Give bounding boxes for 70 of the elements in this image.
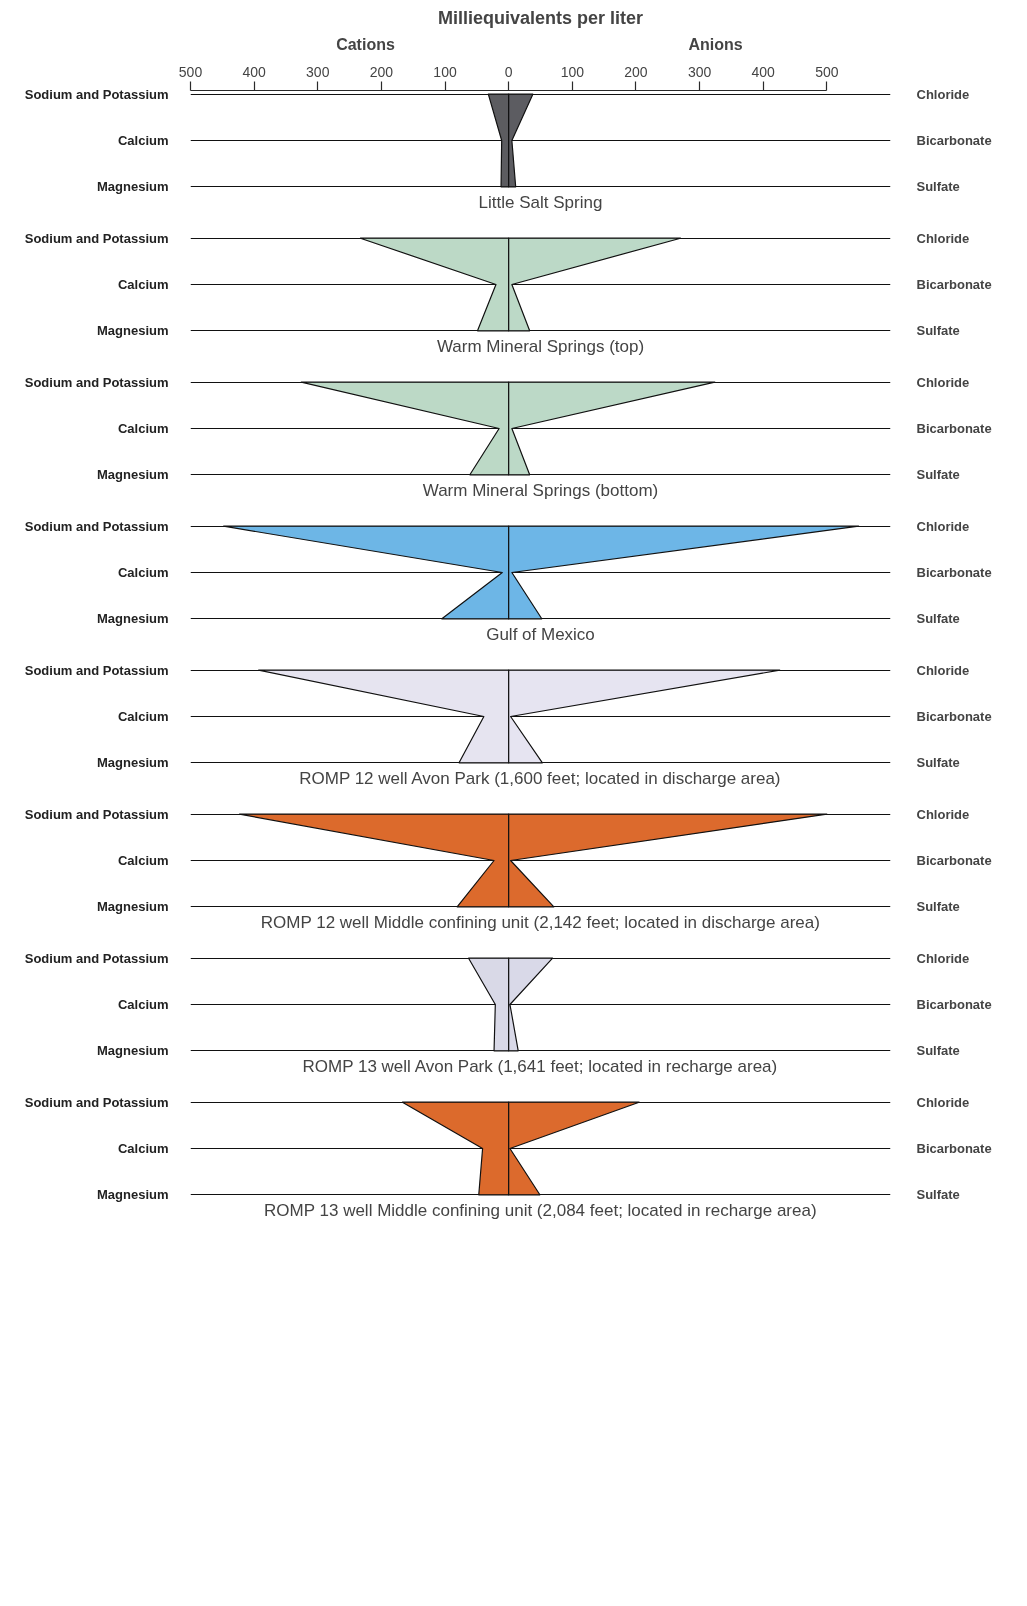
y-tick-label: Calcium (117, 277, 169, 292)
x-tick-label: 400 (242, 63, 267, 80)
y-tick-label: Magnesium (96, 467, 169, 483)
text: Anions (688, 35, 743, 53)
y2-tick-label: Bicarbonate (916, 1141, 992, 1156)
y-tick-label: Sodium and Potassium (24, 1094, 169, 1110)
x-axis-title: ROMP 13 well Middle confining unit (2,084 feet; located in recharge area) (264, 1200, 817, 1220)
x-axis-title: Warm Mineral Springs (top) (436, 336, 645, 356)
x-axis-title: Gulf of Mexico (486, 624, 595, 644)
y2-tick-label: Sulfate (916, 323, 960, 339)
x-tick-label: 300 (687, 63, 712, 80)
y2-tick-label: Sulfate (916, 899, 960, 915)
x-tick-label: 100 (560, 63, 585, 80)
x-tick-label: 500 (178, 63, 203, 80)
y2-tick-label: Chloride (916, 518, 970, 534)
y2-tick-label: Chloride (916, 662, 970, 678)
y-tick-label: Sodium and Potassium (24, 374, 169, 390)
x-tick-label: 0 (504, 63, 513, 80)
y-tick-label: Magnesium (96, 1187, 169, 1203)
y2-tick-label: Chloride (916, 950, 970, 966)
y2-tick-label: Bicarbonate (916, 709, 992, 724)
x-axis-title: Warm Mineral Springs (bottom) (422, 480, 659, 500)
y-tick-label: Sodium and Potassium (24, 806, 169, 822)
y-tick-label: Magnesium (96, 755, 169, 771)
y2-tick-label: Bicarbonate (916, 997, 992, 1012)
y2-tick-label: Chloride (916, 230, 970, 246)
y2-tick-label: Bicarbonate (916, 277, 992, 292)
x-axis-title: ROMP 12 well Middle confining unit (2,142 feet; located in discharge area) (260, 912, 820, 932)
y2-tick-label: Bicarbonate (916, 421, 992, 436)
x-tick-label: 300 (306, 63, 330, 80)
x-axis-title: ROMP 12 well Avon Park (1,600 feet; located in discharge area) (299, 768, 781, 788)
y2-tick-label: Bicarbonate (916, 853, 992, 868)
text: Cations (336, 35, 395, 53)
x-axis-title: Little Salt Spring (478, 192, 603, 212)
y2-tick-label: Sulfate (916, 755, 960, 771)
x-tick-label: 200 (369, 63, 394, 80)
y-tick-label: Sodium and Potassium (24, 662, 169, 678)
x-tick-label: 500 (815, 63, 839, 80)
y-tick-label: Sodium and Potassium (24, 950, 169, 966)
y2-tick-label: Bicarbonate (916, 565, 992, 580)
x-tick-label: 100 (433, 63, 457, 80)
y2-tick-label: Chloride (916, 374, 970, 390)
y-tick-label: Magnesium (96, 323, 169, 339)
x-tick-label: 400 (751, 63, 776, 80)
y-tick-label: Magnesium (96, 179, 169, 195)
y2-tick-label: Sulfate (916, 179, 960, 195)
x-tick-label: 200 (624, 63, 648, 80)
y-tick-label: Calcium (117, 133, 169, 148)
y2-tick-label: Sulfate (916, 1187, 960, 1203)
y-tick-label: Calcium (117, 853, 169, 868)
y2-tick-label: Chloride (916, 86, 970, 102)
y-tick-label: Calcium (117, 421, 169, 436)
y-tick-label: Calcium (117, 709, 169, 724)
y-tick-label: Calcium (117, 1141, 169, 1156)
y2-tick-label: Sulfate (916, 467, 960, 483)
y2-tick-label: Chloride (916, 806, 970, 822)
x-axis-title: ROMP 13 well Avon Park (1,641 feet; located in recharge area) (302, 1056, 778, 1076)
y-tick-label: Sodium and Potassium (24, 86, 169, 102)
y2-tick-label: Sulfate (916, 611, 960, 627)
y-tick-label: Magnesium (96, 899, 169, 915)
y2-tick-label: Chloride (916, 1094, 970, 1110)
y-tick-label: Sodium and Potassium (24, 230, 169, 246)
chart-title: Milliequivalents per liter (437, 7, 644, 28)
y2-tick-label: Sulfate (916, 1043, 960, 1059)
y-tick-label: Sodium and Potassium (24, 518, 169, 534)
y2-tick-label: Bicarbonate (916, 133, 992, 148)
y-tick-label: Magnesium (96, 611, 169, 627)
y-tick-label: Calcium (117, 997, 169, 1012)
y-tick-label: Magnesium (96, 1043, 169, 1059)
y-tick-label: Calcium (117, 565, 169, 580)
